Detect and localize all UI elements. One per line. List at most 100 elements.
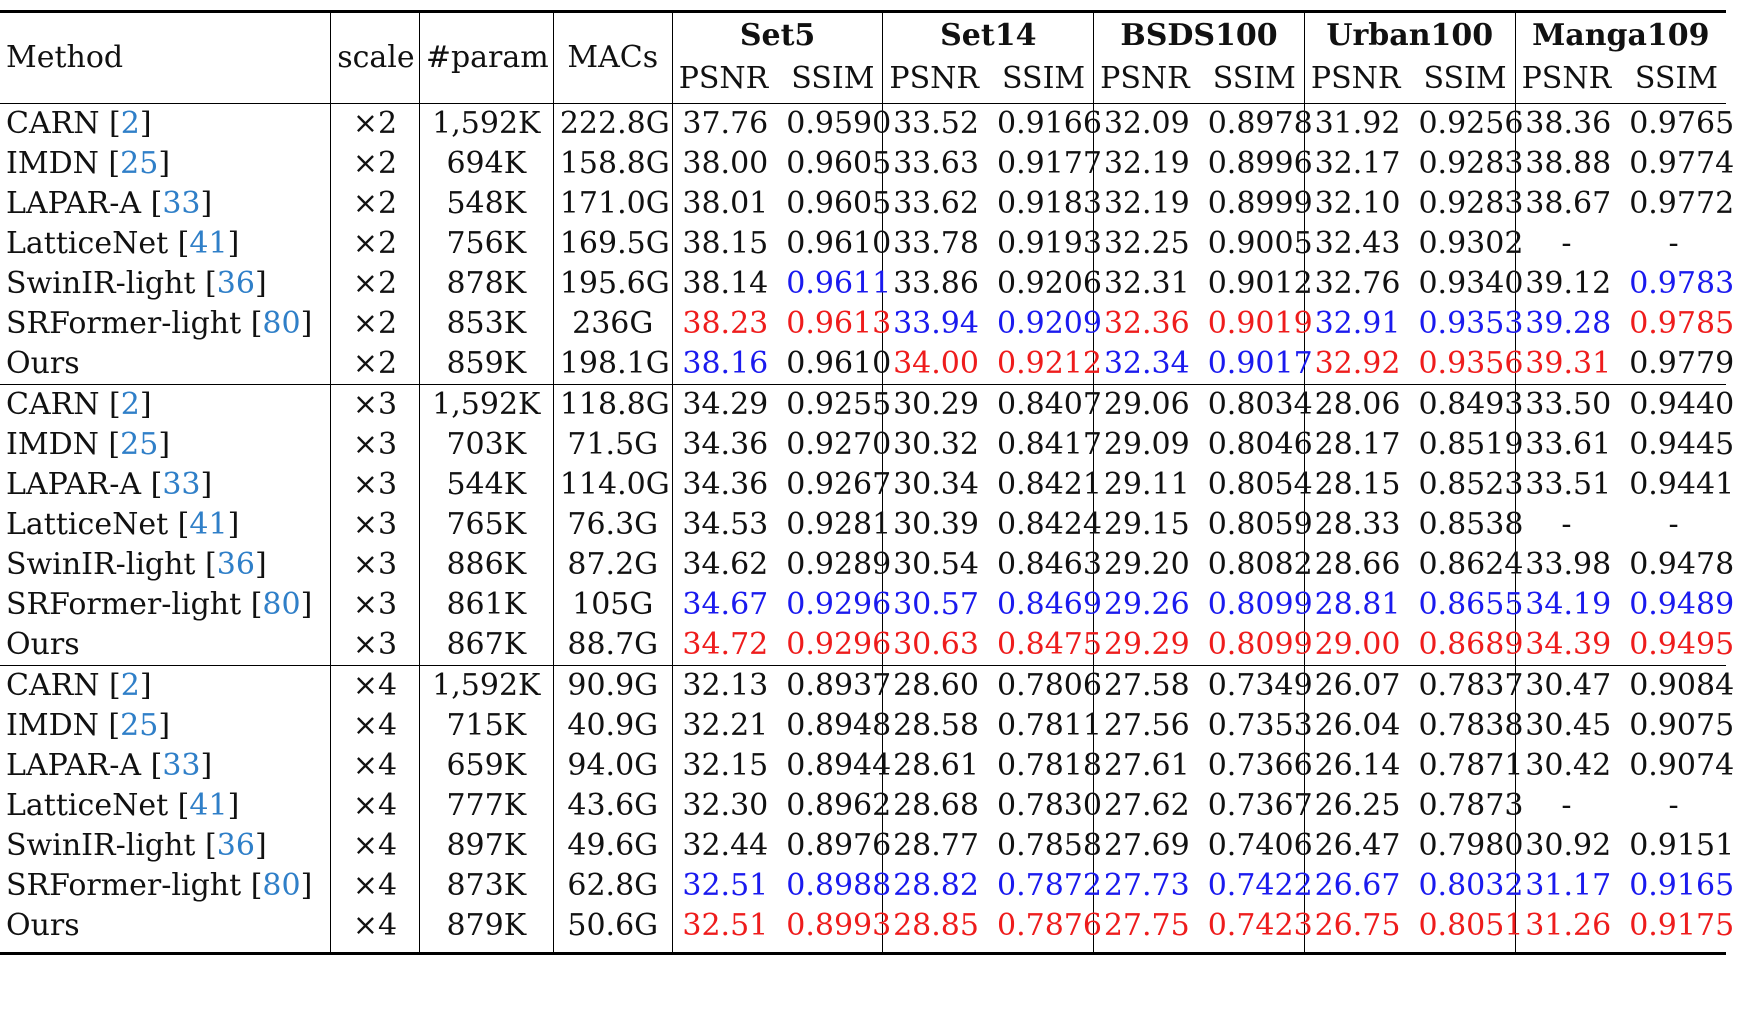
psnr-value: 27.61 (1103, 748, 1190, 783)
psnr-value: 27.75 (1093, 906, 1202, 955)
scale-cell: ×4 (330, 665, 420, 706)
psnr-value: 34.00 (893, 346, 979, 381)
citation-link[interactable]: 2 (120, 387, 140, 422)
ssim-value: 0.8424 (990, 505, 1102, 545)
ssim-value: 0.8051 (1412, 906, 1523, 955)
psnr-value: 32.43 (1314, 226, 1401, 261)
psnr-value: 39.28 (1525, 306, 1612, 341)
ssim-value: 0.9353 (1412, 304, 1523, 344)
scale-cell: ×2 (330, 184, 420, 224)
citation-link[interactable]: 41 (189, 788, 228, 823)
citation-link[interactable]: 41 (189, 507, 228, 542)
ssim-value: 0.9151 (1629, 828, 1735, 863)
psnr-value: 32.91 (1314, 306, 1401, 341)
psnr-value: 26.25 (1314, 788, 1401, 823)
ssim-value: 0.7872 (990, 866, 1102, 906)
psnr-value: 33.52 (893, 106, 979, 141)
psnr-value: 28.60 (882, 665, 991, 706)
ssim-value: 0.8469 (990, 585, 1102, 625)
citation-link[interactable]: 33 (162, 467, 201, 502)
ssim-value: 0.9495 (1629, 627, 1735, 662)
macs-cell: 49.6G (553, 826, 673, 866)
psnr-value: 33.62 (893, 186, 979, 221)
macs-cell: 158.8G (553, 144, 673, 184)
method-cell: SRFormer-light [80] (0, 866, 332, 906)
ssim-value: 0.8099 (1201, 585, 1313, 625)
results-table-container: Method scale #param MACs Set5 Set14 BSDS… (0, 10, 1735, 955)
ssim-value: 0.9296 (780, 625, 891, 666)
ssim-value: 0.7806 (990, 665, 1102, 706)
psnr-value: 32.31 (1103, 266, 1190, 301)
ssim-value: 0.8944 (780, 746, 891, 786)
psnr-value: 33.51 (1525, 467, 1612, 502)
ssim-value: 0.7858 (990, 826, 1102, 866)
method-name: SwinIR-light (6, 828, 196, 863)
method-name: LAPAR-A (6, 186, 142, 221)
params-cell: 859K (419, 344, 554, 385)
psnr-value: 38.14 (682, 266, 769, 301)
citation-link[interactable]: 25 (120, 708, 159, 743)
psnr-value: 27.69 (1103, 828, 1190, 863)
citation-link[interactable]: 2 (120, 106, 140, 141)
citation-link[interactable]: 33 (162, 748, 201, 783)
ssim-value: - (1668, 226, 1679, 261)
macs-cell: 50.6G (553, 906, 673, 955)
method-name: LatticeNet (6, 788, 169, 823)
psnr-value: 34.67 (682, 587, 769, 622)
method-name: IMDN (6, 427, 99, 462)
citation-link[interactable]: 41 (189, 226, 228, 261)
table-row: SRFormer-light [80] ×3 861K 105G 34.67 0.9296… (0, 585, 1734, 625)
psnr-value: 38.36 (1525, 106, 1612, 141)
ssim-header: SSIM (1623, 59, 1726, 104)
ssim-value: 0.9209 (990, 304, 1102, 344)
ssim-value: 0.7367 (1201, 786, 1313, 826)
method-name: CARN (6, 387, 100, 422)
citation-link[interactable]: 2 (120, 668, 140, 703)
scale-cell: ×3 (330, 585, 420, 625)
citation-link[interactable]: 80 (262, 868, 301, 903)
psnr-value: 28.82 (893, 868, 979, 903)
citation-link[interactable]: 36 (216, 547, 255, 582)
ssim-value: 0.9296 (780, 585, 891, 625)
method-name: SwinIR-light (6, 266, 196, 301)
ssim-value: 0.8655 (1412, 585, 1523, 625)
macs-header: MACs (553, 10, 673, 104)
psnr-value: 29.29 (1103, 627, 1190, 662)
psnr-value: 32.13 (672, 665, 781, 706)
citation-link[interactable]: 80 (262, 306, 301, 341)
method-cell: LAPAR-A [33] (0, 746, 332, 786)
citation-link[interactable]: 25 (120, 427, 159, 462)
citation-link[interactable]: 36 (216, 266, 255, 301)
psnr-value: 29.06 (1093, 384, 1202, 425)
psnr-value: 37.76 (682, 106, 769, 141)
citation-link[interactable]: 80 (262, 587, 301, 622)
params-cell: 1,592K (419, 384, 554, 425)
citation-link[interactable]: 36 (216, 828, 255, 863)
table-row: CARN [2] ×4 1,592K 90.9G 32.13 0.8937 28.60 0.7… (0, 665, 1734, 706)
ssim-value: 0.8475 (990, 625, 1102, 666)
ssim-value: 0.9356 (1412, 344, 1523, 385)
psnr-value: 30.45 (1525, 708, 1612, 743)
citation-link[interactable]: 33 (162, 186, 201, 221)
psnr-value: 30.29 (882, 384, 991, 425)
psnr-value: 34.72 (682, 627, 769, 662)
ssim-value: 0.9785 (1629, 306, 1735, 341)
ssim-value: 0.9611 (780, 264, 891, 304)
method-cell: Ours (0, 625, 332, 666)
psnr-value: 32.21 (682, 708, 769, 743)
ssim-value: 0.8689 (1412, 625, 1523, 666)
ssim-value: 0.8059 (1201, 505, 1313, 545)
psnr-value: 32.76 (1314, 266, 1401, 301)
psnr-value: 32.19 (1103, 186, 1190, 221)
scale-cell: ×3 (330, 505, 420, 545)
method-name: Ours (6, 627, 80, 662)
scale-cell: ×3 (330, 545, 420, 585)
ssim-value: 0.9289 (780, 545, 891, 585)
params-cell: 878K (419, 264, 554, 304)
ssim-value: 0.8032 (1412, 866, 1523, 906)
ssim-value: 0.7873 (1412, 786, 1523, 826)
citation-link[interactable]: 25 (120, 146, 159, 181)
scale-cell: ×2 (330, 304, 420, 344)
ssim-value: 0.7980 (1412, 826, 1523, 866)
ssim-value: 0.7871 (1412, 746, 1523, 786)
